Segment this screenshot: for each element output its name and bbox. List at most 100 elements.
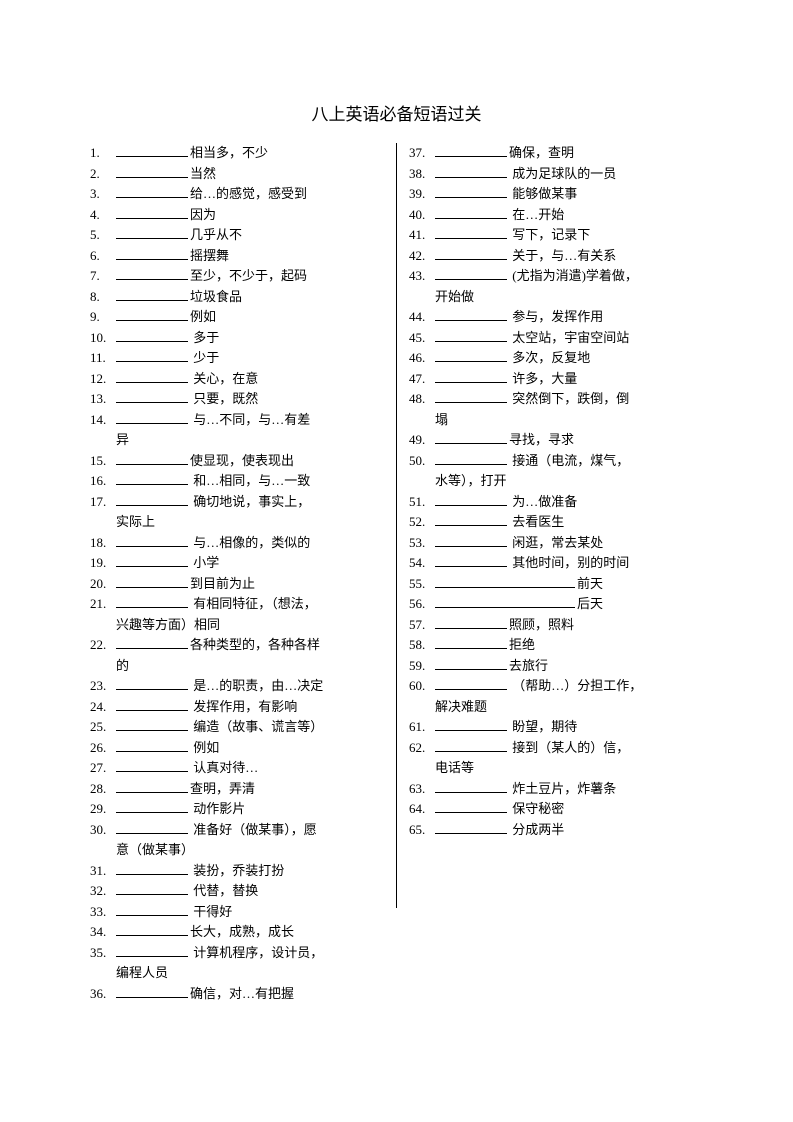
item-number: 52. xyxy=(409,512,435,533)
item-number: 57. xyxy=(409,615,435,636)
fill-blank[interactable] xyxy=(435,308,507,321)
fill-blank[interactable] xyxy=(435,165,507,178)
fill-blank[interactable] xyxy=(116,944,188,957)
fill-blank[interactable] xyxy=(116,247,188,260)
fill-blank[interactable] xyxy=(116,390,188,403)
fill-blank[interactable] xyxy=(435,595,575,608)
columns-container: 1.相当多，不少2.当然3.给…的感觉，感受到4.因为5.几乎从不6.摇摆舞7.… xyxy=(90,143,703,1043)
item-text: 成为足球队的一员 xyxy=(509,166,616,181)
item-content: 当然 xyxy=(116,164,384,185)
item-number: 25. xyxy=(90,717,116,738)
list-item: 54. 其他时间，别的时间 xyxy=(409,553,703,574)
list-item: 64. 保守秘密 xyxy=(409,799,703,820)
fill-blank[interactable] xyxy=(435,718,507,731)
item-content: 能够做某事 xyxy=(435,184,703,205)
item-text: 去看医生 xyxy=(509,514,564,529)
item-content: 查明，弄清 xyxy=(116,779,384,800)
item-number: 56. xyxy=(409,594,435,615)
fill-blank[interactable] xyxy=(435,431,507,444)
fill-blank[interactable] xyxy=(116,800,188,813)
fill-blank[interactable] xyxy=(435,534,507,547)
fill-blank[interactable] xyxy=(116,206,188,219)
fill-blank[interactable] xyxy=(116,349,188,362)
item-content: 去看医生 xyxy=(435,512,703,533)
fill-blank[interactable] xyxy=(116,267,188,280)
fill-blank[interactable] xyxy=(435,185,507,198)
list-item: 59.去旅行 xyxy=(409,656,703,677)
fill-blank[interactable] xyxy=(116,739,188,752)
fill-blank[interactable] xyxy=(435,144,507,157)
fill-blank[interactable] xyxy=(116,308,188,321)
item-number: 17. xyxy=(90,492,116,513)
fill-blank[interactable] xyxy=(116,923,188,936)
list-item: 56.后天 xyxy=(409,594,703,615)
fill-blank[interactable] xyxy=(116,575,188,588)
fill-blank[interactable] xyxy=(116,288,188,301)
list-item-continuation: 的 xyxy=(90,656,384,677)
list-item: 4.因为 xyxy=(90,205,384,226)
fill-blank[interactable] xyxy=(116,780,188,793)
fill-blank[interactable] xyxy=(116,636,188,649)
fill-blank[interactable] xyxy=(435,616,507,629)
fill-blank[interactable] xyxy=(116,226,188,239)
fill-blank[interactable] xyxy=(116,534,188,547)
fill-blank[interactable] xyxy=(116,165,188,178)
fill-blank[interactable] xyxy=(435,554,507,567)
fill-blank[interactable] xyxy=(116,677,188,690)
fill-blank[interactable] xyxy=(116,862,188,875)
item-number: 41. xyxy=(409,225,435,246)
fill-blank[interactable] xyxy=(116,698,188,711)
fill-blank[interactable] xyxy=(435,493,507,506)
fill-blank[interactable] xyxy=(116,759,188,772)
list-item: 14. 与…不同，与…有差 xyxy=(90,410,384,431)
fill-blank[interactable] xyxy=(116,370,188,383)
fill-blank[interactable] xyxy=(435,513,507,526)
fill-blank[interactable] xyxy=(435,800,507,813)
fill-blank[interactable] xyxy=(435,370,507,383)
item-text: 关心，在意 xyxy=(190,371,258,386)
fill-blank[interactable] xyxy=(435,575,575,588)
fill-blank[interactable] xyxy=(435,677,507,690)
item-number: 3. xyxy=(90,184,116,205)
fill-blank[interactable] xyxy=(435,636,507,649)
fill-blank[interactable] xyxy=(116,472,188,485)
fill-blank[interactable] xyxy=(435,452,507,465)
fill-blank[interactable] xyxy=(116,595,188,608)
fill-blank[interactable] xyxy=(435,390,507,403)
list-item: 2.当然 xyxy=(90,164,384,185)
fill-blank[interactable] xyxy=(116,718,188,731)
item-number: 45. xyxy=(409,328,435,349)
fill-blank[interactable] xyxy=(116,144,188,157)
fill-blank[interactable] xyxy=(116,903,188,916)
fill-blank[interactable] xyxy=(435,247,507,260)
list-item: 57.照顾，照料 xyxy=(409,615,703,636)
fill-blank[interactable] xyxy=(435,349,507,362)
fill-blank[interactable] xyxy=(116,493,188,506)
fill-blank[interactable] xyxy=(435,226,507,239)
fill-blank[interactable] xyxy=(435,780,507,793)
item-number: 63. xyxy=(409,779,435,800)
item-number: 24. xyxy=(90,697,116,718)
fill-blank[interactable] xyxy=(435,329,507,342)
fill-blank[interactable] xyxy=(116,985,188,998)
item-text: 只要，既然 xyxy=(190,391,258,406)
fill-blank[interactable] xyxy=(435,206,507,219)
item-content: 为…做准备 xyxy=(435,492,703,513)
item-text: 去旅行 xyxy=(509,658,548,673)
fill-blank[interactable] xyxy=(435,657,507,670)
item-number: 30. xyxy=(90,820,116,841)
item-content: 关于，与…有关系 xyxy=(435,246,703,267)
fill-blank[interactable] xyxy=(116,882,188,895)
fill-blank[interactable] xyxy=(116,452,188,465)
list-item: 23. 是…的职责，由…决定 xyxy=(90,676,384,697)
item-number: 51. xyxy=(409,492,435,513)
item-text: 与…不同，与…有差 xyxy=(190,412,310,427)
fill-blank[interactable] xyxy=(116,411,188,424)
fill-blank[interactable] xyxy=(435,739,507,752)
fill-blank[interactable] xyxy=(116,554,188,567)
fill-blank[interactable] xyxy=(435,821,507,834)
fill-blank[interactable] xyxy=(116,329,188,342)
fill-blank[interactable] xyxy=(116,185,188,198)
fill-blank[interactable] xyxy=(116,821,188,834)
fill-blank[interactable] xyxy=(435,267,507,280)
